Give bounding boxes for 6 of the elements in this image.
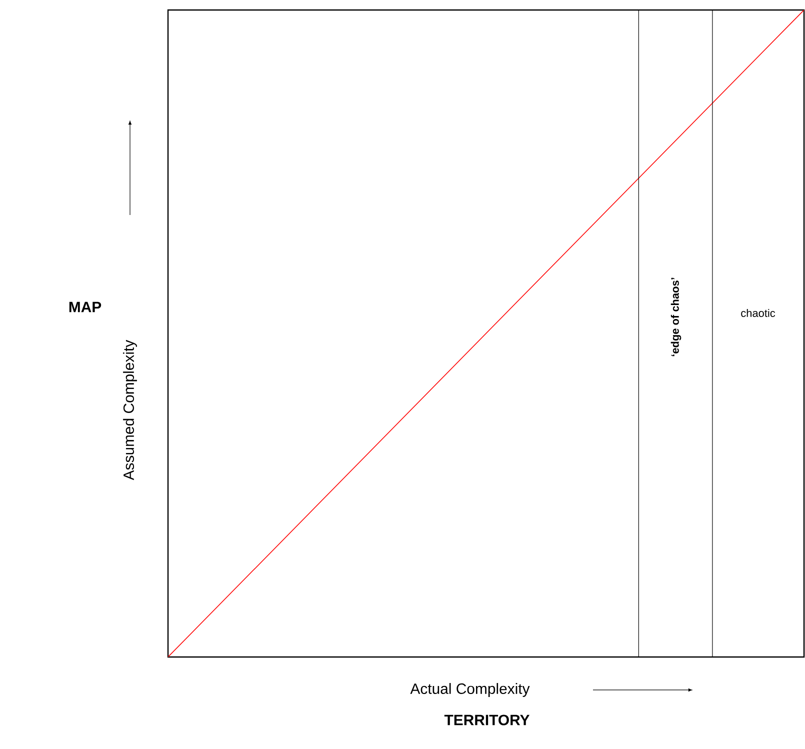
text: TERRITORY	[444, 714, 530, 726]
annotation: MAP	[69, 302, 102, 312]
annotation: ‘edge of chaos’	[670, 278, 682, 356]
y-axis-title: Assumed Complexity	[123, 340, 137, 480]
annotation: chaotic	[741, 308, 776, 318]
x-axis-title: Actual Complexity	[410, 683, 530, 697]
